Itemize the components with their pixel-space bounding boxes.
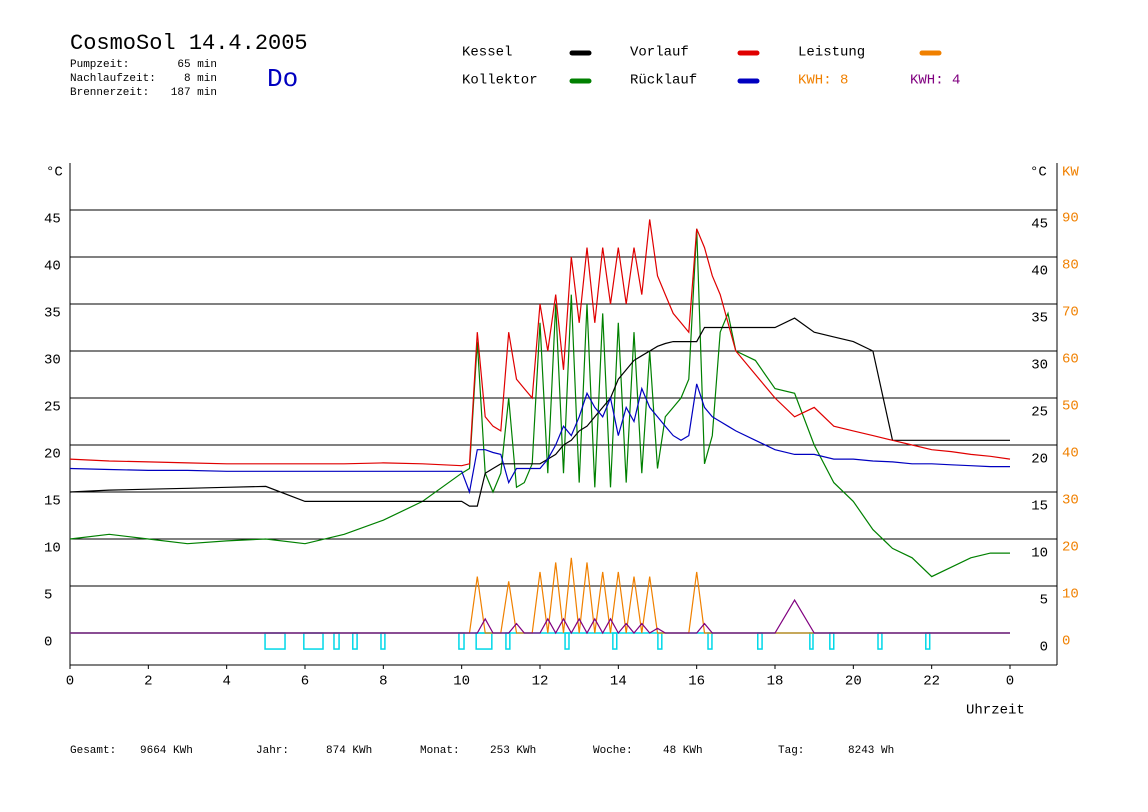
pump-interval — [505, 632, 511, 650]
legend-label: Rücklauf — [630, 73, 697, 89]
pump-interval — [564, 632, 570, 650]
legend-label: KWH: 4 — [910, 73, 960, 89]
pump-interval — [264, 632, 286, 650]
x-tick-label: 4 — [222, 674, 230, 690]
y2-tick-label: 80 — [1062, 258, 1079, 274]
x-tick-label: 10 — [453, 674, 470, 690]
y-tick-label-right: 45 — [1031, 217, 1048, 233]
footer-label: Tag: — [778, 745, 804, 757]
series-line — [69, 317, 1010, 507]
pump-interval — [458, 632, 465, 650]
x-axis-label: Uhrzeit — [966, 703, 1025, 719]
pump-interval — [333, 632, 340, 650]
y-tick-label: 10 — [44, 541, 61, 557]
x-tick-label: 2 — [144, 674, 152, 690]
x-tick-label: 0 — [66, 674, 74, 690]
pump-interval — [757, 632, 763, 650]
pump-interval — [352, 632, 358, 650]
footer-value: 253 KWh — [490, 745, 536, 757]
y-tick-label-right: 5 — [1040, 593, 1048, 609]
y-tick-label: 40 — [44, 259, 61, 275]
pump-interval — [809, 632, 814, 650]
y2-axis-label: KW — [1062, 165, 1079, 181]
legend-label: Kessel — [462, 45, 512, 61]
x-tick-label: 20 — [845, 674, 862, 690]
legend-label: Leistung — [798, 45, 865, 61]
y2-tick-label: 20 — [1062, 540, 1079, 556]
y2-tick-label: 0 — [1062, 634, 1070, 650]
y-axis-label-right: °C — [1030, 165, 1047, 181]
legend-label: Vorlauf — [630, 45, 689, 61]
y2-tick-label: 70 — [1062, 305, 1079, 321]
y-tick-label-right: 40 — [1031, 264, 1048, 280]
y-tick-label: 0 — [44, 635, 52, 651]
x-tick-label: 0 — [1006, 674, 1014, 690]
y-tick-label-right: 0 — [1040, 640, 1048, 656]
x-tick-label: 14 — [610, 674, 627, 690]
y-tick-label: 30 — [44, 353, 61, 369]
pump-interval — [380, 632, 386, 650]
kwh-label: KWH: 8 — [798, 73, 848, 89]
footer-label: Gesamt: — [70, 745, 116, 757]
y2-tick-label: 30 — [1062, 493, 1079, 509]
y2-tick-label: 10 — [1062, 587, 1079, 603]
pump-interval — [877, 632, 883, 650]
pump-interval — [303, 632, 324, 650]
y2-tick-label: 60 — [1062, 352, 1079, 368]
x-tick-label: 18 — [767, 674, 784, 690]
legend-label: Kollektor — [462, 73, 538, 89]
footer-value: 48 KWh — [663, 745, 703, 757]
x-tick-label: 16 — [688, 674, 705, 690]
pump-interval — [657, 632, 663, 650]
y-tick-label: 15 — [44, 494, 61, 510]
y-tick-label: 25 — [44, 400, 61, 416]
day-label: Do — [267, 64, 298, 94]
x-tick-label: 6 — [301, 674, 309, 690]
footer-label: Jahr: — [256, 745, 289, 757]
series-line — [70, 598, 1010, 635]
pump-interval — [829, 632, 835, 650]
info-value: 65 min — [177, 59, 217, 71]
y-tick-label-right: 35 — [1031, 311, 1048, 327]
series-line — [69, 219, 1011, 467]
pump-interval — [925, 632, 931, 650]
y-tick-label: 35 — [44, 306, 61, 322]
series-line — [70, 557, 1010, 634]
footer-value: 8243 Wh — [848, 745, 894, 757]
x-tick-label: 8 — [379, 674, 387, 690]
y-tick-label: 45 — [44, 212, 61, 228]
y-tick-label: 5 — [44, 588, 52, 604]
footer-label: Woche: — [593, 745, 633, 757]
x-tick-label: 12 — [532, 674, 549, 690]
y-axis-label: °C — [46, 165, 63, 181]
info-label: Brennerzeit: — [70, 87, 149, 99]
info-value: 187 min — [171, 87, 217, 99]
footer-value: 874 KWh — [326, 745, 372, 757]
x-tick-label: 22 — [923, 674, 940, 690]
y2-tick-label: 40 — [1062, 446, 1079, 462]
y2-tick-label: 50 — [1062, 399, 1079, 415]
info-value: 8 min — [184, 73, 217, 85]
pump-interval — [612, 632, 618, 650]
footer-label: Monat: — [420, 745, 460, 757]
y-tick-label-right: 30 — [1031, 358, 1048, 374]
info-label: Nachlaufzeit: — [70, 73, 156, 85]
y-tick-label: 20 — [44, 447, 61, 463]
y-tick-label-right: 10 — [1031, 546, 1048, 562]
pump-interval — [707, 632, 713, 650]
y-tick-label-right: 20 — [1031, 452, 1048, 468]
pump-interval — [475, 632, 493, 650]
y-tick-label-right: 25 — [1031, 405, 1048, 421]
chart-title: CosmoSol 14.4.2005 — [70, 31, 308, 56]
footer-value: 9664 KWh — [140, 745, 193, 757]
y2-tick-label: 90 — [1062, 211, 1079, 227]
y-tick-label-right: 15 — [1031, 499, 1048, 515]
info-label: Pumpzeit: — [70, 59, 129, 71]
series-line — [69, 228, 1010, 578]
series-line — [69, 383, 1010, 495]
